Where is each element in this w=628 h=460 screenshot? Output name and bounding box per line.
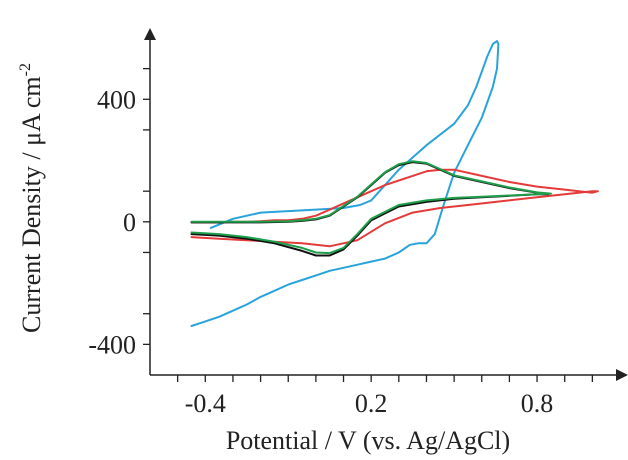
y-axis-label-main: Current Density / μA cm <box>17 76 46 333</box>
plot-series <box>190 40 599 327</box>
series-line-1 <box>190 40 500 327</box>
y-tick-label: -400 <box>88 330 136 359</box>
y-axis-label-superscript: -2 <box>17 63 34 76</box>
series-line-3 <box>190 161 550 257</box>
x-tick-label: 0.2 <box>355 389 388 418</box>
x-tick-label: 0.8 <box>521 389 554 418</box>
series-line-4 <box>190 160 552 255</box>
y-tick-label: 400 <box>97 85 136 114</box>
x-tick-label: -0.4 <box>185 389 226 418</box>
x-ticks: -0.4 0.2 0.8 <box>176 375 594 418</box>
y-ticks: -400 0 400 <box>88 67 150 359</box>
x-axis-label: Potential / V (vs. Ag/AgCl) <box>226 426 510 455</box>
y-axis-label: Current Density / μA cm-2 <box>17 63 46 333</box>
y-tick-label: 0 <box>123 208 136 237</box>
